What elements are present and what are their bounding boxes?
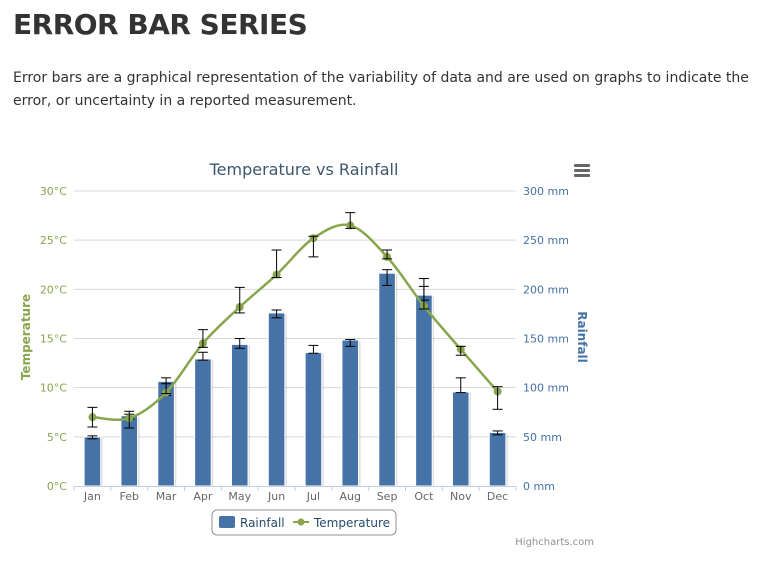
rainfall-series <box>83 272 508 487</box>
left-axis-tick-label: 0°C <box>47 480 67 493</box>
x-axis-tick-label: Jul <box>306 490 320 503</box>
rainfall-bar <box>83 436 102 487</box>
right-axis-tick-label: 300 mm <box>523 185 569 198</box>
credits-link[interactable]: Highcharts.com <box>515 537 594 548</box>
right-axis-tick-label: 100 mm <box>523 382 569 395</box>
hamburger-menu-icon <box>574 164 590 167</box>
temperature-series <box>88 221 502 423</box>
right-axis-tick-label: 0 mm <box>523 480 555 493</box>
x-axis-tick-label: Nov <box>450 490 472 503</box>
x-axis-tick-label: Apr <box>193 490 213 503</box>
temperature-error-bars <box>87 212 503 429</box>
rainfall-bar <box>267 312 286 487</box>
x-axis: Jan Feb Mar Apr May Jun Jul Aug Sep Oct Nov Dec <box>73 486 517 503</box>
rainfall-bar <box>415 294 433 487</box>
legend-rainfall-label: Rainfall <box>240 516 285 530</box>
right-axis-tick-label: 250 mm <box>523 234 569 247</box>
page-description: Error bars are a graphical representatio… <box>13 70 749 109</box>
temperature-line <box>92 223 499 421</box>
rainfall-bar <box>488 432 507 487</box>
left-axis-tick-label: 25°C <box>40 234 67 247</box>
legend: Rainfall Temperature <box>211 509 397 536</box>
right-axis-tick-label: 150 mm <box>523 333 569 346</box>
x-axis-tick-label: Feb <box>120 490 139 503</box>
page-title: ERROR BAR SERIES <box>13 8 308 41</box>
legend-rainfall-swatch <box>219 516 235 528</box>
x-axis-tick-label: Dec <box>487 490 508 503</box>
left-axis-tick-label: 15°C <box>40 333 67 346</box>
left-axis-tick-label: 10°C <box>40 382 67 395</box>
x-axis-tick-label: Sep <box>377 490 398 503</box>
x-axis-tick-label: May <box>228 490 251 503</box>
x-axis-tick-label: Oct <box>414 490 434 503</box>
chart-menu-button[interactable] <box>568 158 596 184</box>
left-axis-tick-label: 30°C <box>40 185 67 198</box>
x-axis-tick-label: Mar <box>156 490 177 503</box>
right-axis: 0 mm 50 mm 100 mm 150 mm 200 mm 250 mm 300 mm <box>523 185 569 493</box>
legend-item-rainfall[interactable]: Rainfall <box>219 516 285 530</box>
hamburger-menu-icon-bar <box>574 174 590 177</box>
left-axis-tick-label: 5°C <box>47 431 67 444</box>
x-axis-tick-label: Jun <box>267 490 285 503</box>
rainfall-bar <box>451 391 470 487</box>
legend-temperature-label: Temperature <box>313 516 390 530</box>
left-axis-tick-label: 20°C <box>40 283 67 296</box>
legend-temperature-marker <box>297 518 305 526</box>
left-axis: 0°C 5°C 10°C 15°C 20°C 25°C 30°C <box>40 185 67 493</box>
rainfall-error-bars <box>87 269 503 440</box>
legend-item-temperature[interactable]: Temperature <box>293 516 390 530</box>
rainfall-bar <box>341 339 360 487</box>
right-axis-tick-label: 50 mm <box>523 431 562 444</box>
grid-lines <box>74 190 516 438</box>
rainfall-bar <box>304 352 323 487</box>
left-axis-title: Temperature <box>19 294 33 380</box>
hamburger-menu-icon-bar <box>574 169 590 172</box>
rainfall-bar <box>378 272 396 487</box>
rainfall-bar <box>230 343 249 487</box>
x-axis-tick-label: Jan <box>83 490 101 503</box>
right-axis-tick-label: 200 mm <box>523 283 569 296</box>
chart-title: Temperature vs Rainfall <box>209 160 399 179</box>
rainfall-bar <box>194 358 212 487</box>
right-axis-title: Rainfall <box>575 311 589 363</box>
x-axis-tick-label: Aug <box>340 490 361 503</box>
